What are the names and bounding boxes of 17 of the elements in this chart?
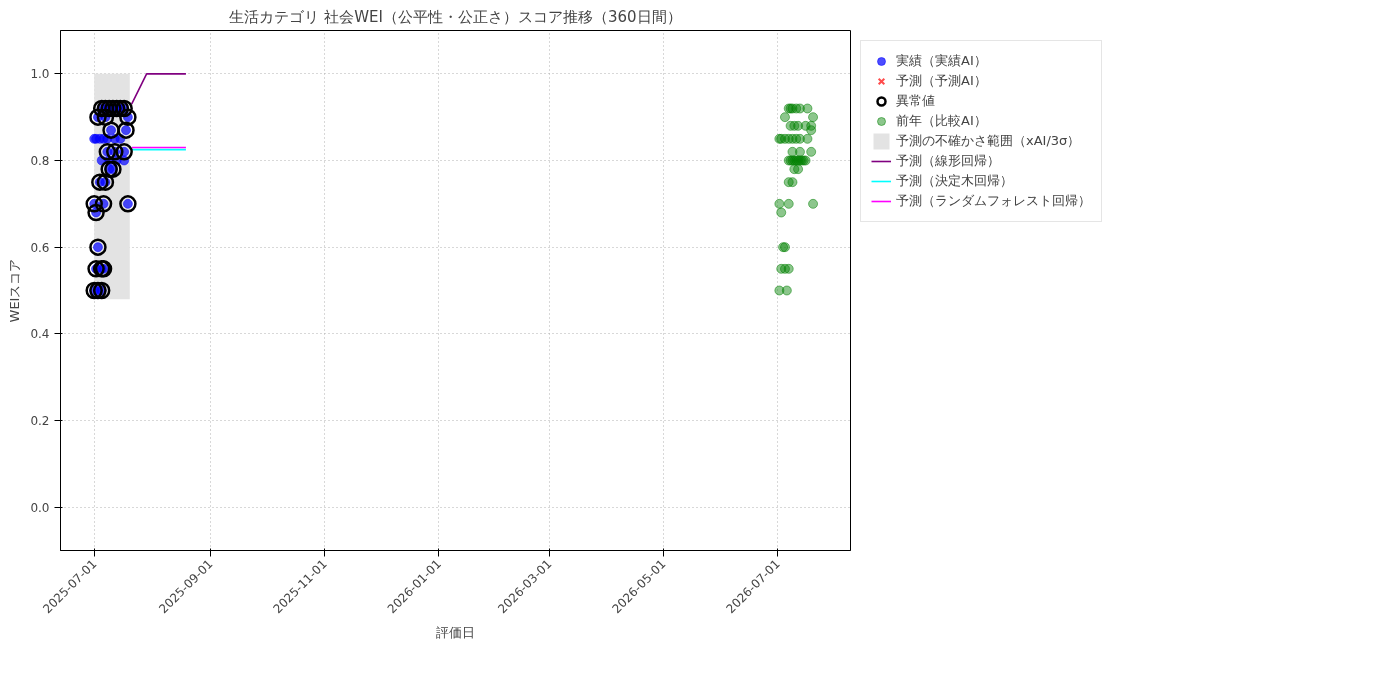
y-tick-label: 0.2 — [30, 414, 50, 428]
y-tick-label: 0.8 — [30, 154, 50, 168]
legend-label: 予測（線形回帰） — [896, 152, 1000, 170]
y-tick-label: 0.6 — [30, 240, 50, 255]
legend-label: 予測（ランダムフォレスト回帰） — [896, 192, 1091, 210]
y-tick-label: 0.0 — [30, 500, 50, 515]
y-tick-label: 0.4 — [30, 327, 50, 342]
legend-label: 前年（比較AI） — [896, 112, 987, 130]
x-axis-title: 評価日 — [436, 625, 475, 641]
legend-label: 異常値 — [896, 92, 935, 110]
y-axis-title: WEIスコア — [7, 258, 23, 323]
legend-label: 予測の不確かさ範囲（xAI/3σ） — [896, 132, 1081, 150]
legend-label: 予測（予測AI） — [896, 72, 987, 90]
chart-title: 生活カテゴリ 社会WEI（公平性・公正さ）スコア推移（360日間） — [229, 7, 682, 26]
legend-label: 予測（決定木回帰） — [896, 172, 1013, 190]
legend-label: 実績（実績AI） — [896, 52, 987, 70]
y-tick-label: 1.0 — [30, 67, 50, 82]
